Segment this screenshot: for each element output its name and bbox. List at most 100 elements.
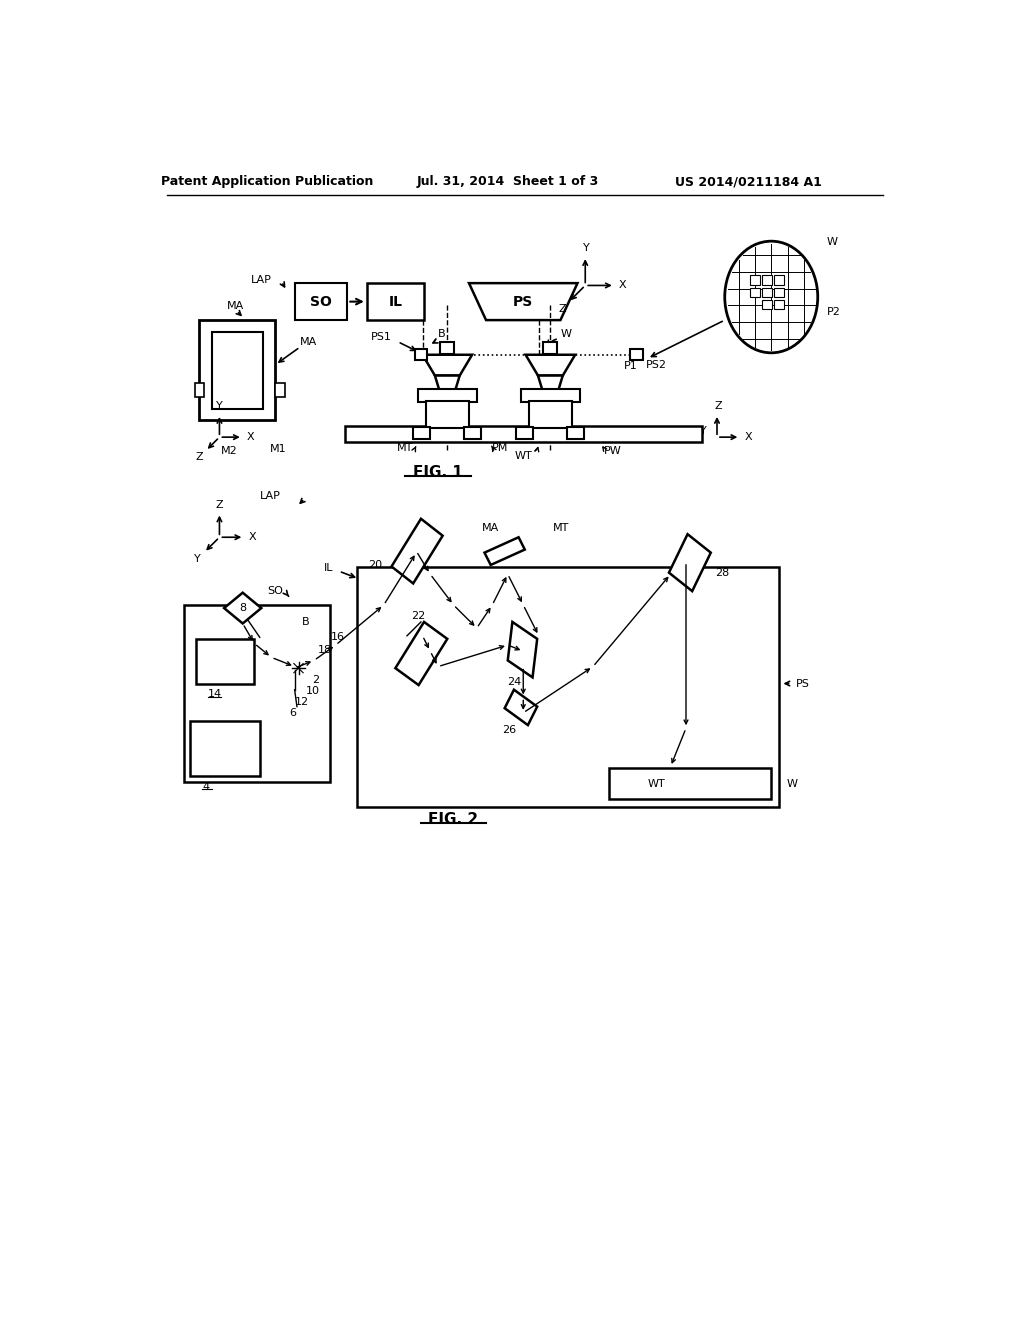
Text: 18: 18 — [317, 644, 332, 655]
Text: Z: Z — [715, 401, 722, 412]
Polygon shape — [484, 537, 524, 565]
Text: MT: MT — [397, 444, 414, 453]
Bar — [197, 639, 254, 684]
Bar — [212, 331, 263, 409]
Bar — [762, 276, 772, 285]
Bar — [295, 284, 347, 321]
Polygon shape — [469, 284, 578, 321]
Polygon shape — [525, 355, 575, 376]
Text: Patent Application Publication: Patent Application Publication — [162, 176, 374, 187]
Bar — [516, 428, 534, 438]
Bar — [275, 383, 285, 397]
Text: IL: IL — [324, 564, 334, 573]
Bar — [415, 350, 427, 360]
Polygon shape — [538, 376, 563, 391]
Text: 20: 20 — [368, 560, 382, 570]
Text: US 2014/0211184 A1: US 2014/0211184 A1 — [675, 176, 821, 187]
Bar — [195, 383, 204, 397]
Text: X: X — [618, 280, 627, 290]
Text: P2: P2 — [827, 308, 841, 317]
Text: FIG. 1: FIG. 1 — [413, 465, 463, 480]
Text: 16: 16 — [331, 632, 345, 643]
Bar — [567, 428, 585, 438]
Text: 26: 26 — [502, 725, 516, 735]
Bar — [750, 276, 760, 285]
Text: 24: 24 — [507, 677, 521, 686]
Text: Y: Y — [584, 243, 590, 253]
Text: W: W — [827, 236, 838, 247]
Text: MT: MT — [553, 523, 569, 533]
Bar — [200, 321, 275, 420]
Text: 28: 28 — [716, 568, 730, 578]
Text: MA: MA — [300, 337, 317, 347]
Polygon shape — [508, 622, 538, 677]
Text: PS2: PS2 — [646, 360, 667, 370]
Text: 8: 8 — [240, 603, 246, 612]
Polygon shape — [435, 376, 460, 391]
Text: 12: 12 — [295, 697, 309, 708]
Text: M2: M2 — [220, 446, 238, 455]
Bar — [356, 566, 779, 807]
Text: X: X — [247, 432, 254, 442]
Polygon shape — [669, 535, 711, 591]
Text: Jul. 31, 2014  Sheet 1 of 3: Jul. 31, 2014 Sheet 1 of 3 — [417, 176, 599, 187]
Polygon shape — [367, 284, 424, 321]
Bar — [418, 388, 477, 403]
Bar — [750, 288, 760, 297]
Ellipse shape — [725, 242, 818, 352]
Polygon shape — [395, 622, 447, 685]
Text: SO: SO — [310, 294, 332, 309]
Bar — [528, 401, 572, 428]
Text: LAP: LAP — [260, 491, 281, 500]
Text: PM: PM — [492, 444, 508, 453]
Polygon shape — [423, 355, 472, 376]
Text: 14: 14 — [208, 689, 222, 700]
Text: W: W — [560, 329, 571, 339]
Text: Z: Z — [558, 304, 566, 314]
Bar — [774, 300, 784, 309]
Text: Y: Y — [699, 426, 707, 436]
Text: 4: 4 — [203, 781, 210, 792]
Text: FIG. 2: FIG. 2 — [428, 812, 478, 826]
Bar — [762, 300, 772, 309]
Text: PS: PS — [513, 294, 534, 309]
Text: 6: 6 — [289, 708, 296, 718]
Bar — [774, 288, 784, 297]
Text: MA: MA — [226, 301, 244, 312]
Bar — [345, 426, 701, 442]
Text: MA: MA — [482, 523, 500, 533]
Text: PW: PW — [604, 446, 622, 455]
Text: P1: P1 — [625, 362, 638, 371]
Bar — [414, 428, 430, 438]
Text: B: B — [302, 616, 309, 627]
Text: X: X — [744, 432, 752, 442]
Text: IL: IL — [388, 294, 402, 309]
Text: Z: Z — [196, 453, 203, 462]
Bar — [608, 768, 771, 799]
Polygon shape — [391, 519, 442, 583]
Bar — [426, 401, 469, 428]
Bar — [464, 428, 481, 438]
Polygon shape — [224, 593, 261, 623]
Text: M1: M1 — [270, 445, 287, 454]
Bar — [774, 276, 784, 285]
Bar — [190, 721, 260, 776]
Text: WT: WT — [647, 779, 666, 788]
Bar — [521, 388, 580, 403]
Bar — [544, 342, 557, 354]
Text: Z: Z — [216, 500, 223, 510]
Polygon shape — [505, 689, 538, 725]
Text: Y: Y — [216, 401, 223, 412]
Text: LAP: LAP — [251, 275, 271, 285]
Bar — [762, 288, 772, 297]
Text: B: B — [438, 329, 445, 339]
Text: PS: PS — [796, 678, 810, 689]
Text: X: X — [248, 532, 256, 543]
Text: SO: SO — [267, 586, 284, 597]
Text: 10: 10 — [306, 686, 321, 696]
Bar — [183, 605, 330, 781]
Text: 2: 2 — [312, 676, 319, 685]
Text: 22: 22 — [412, 611, 426, 620]
Bar — [440, 342, 455, 354]
Text: Y: Y — [195, 554, 201, 564]
